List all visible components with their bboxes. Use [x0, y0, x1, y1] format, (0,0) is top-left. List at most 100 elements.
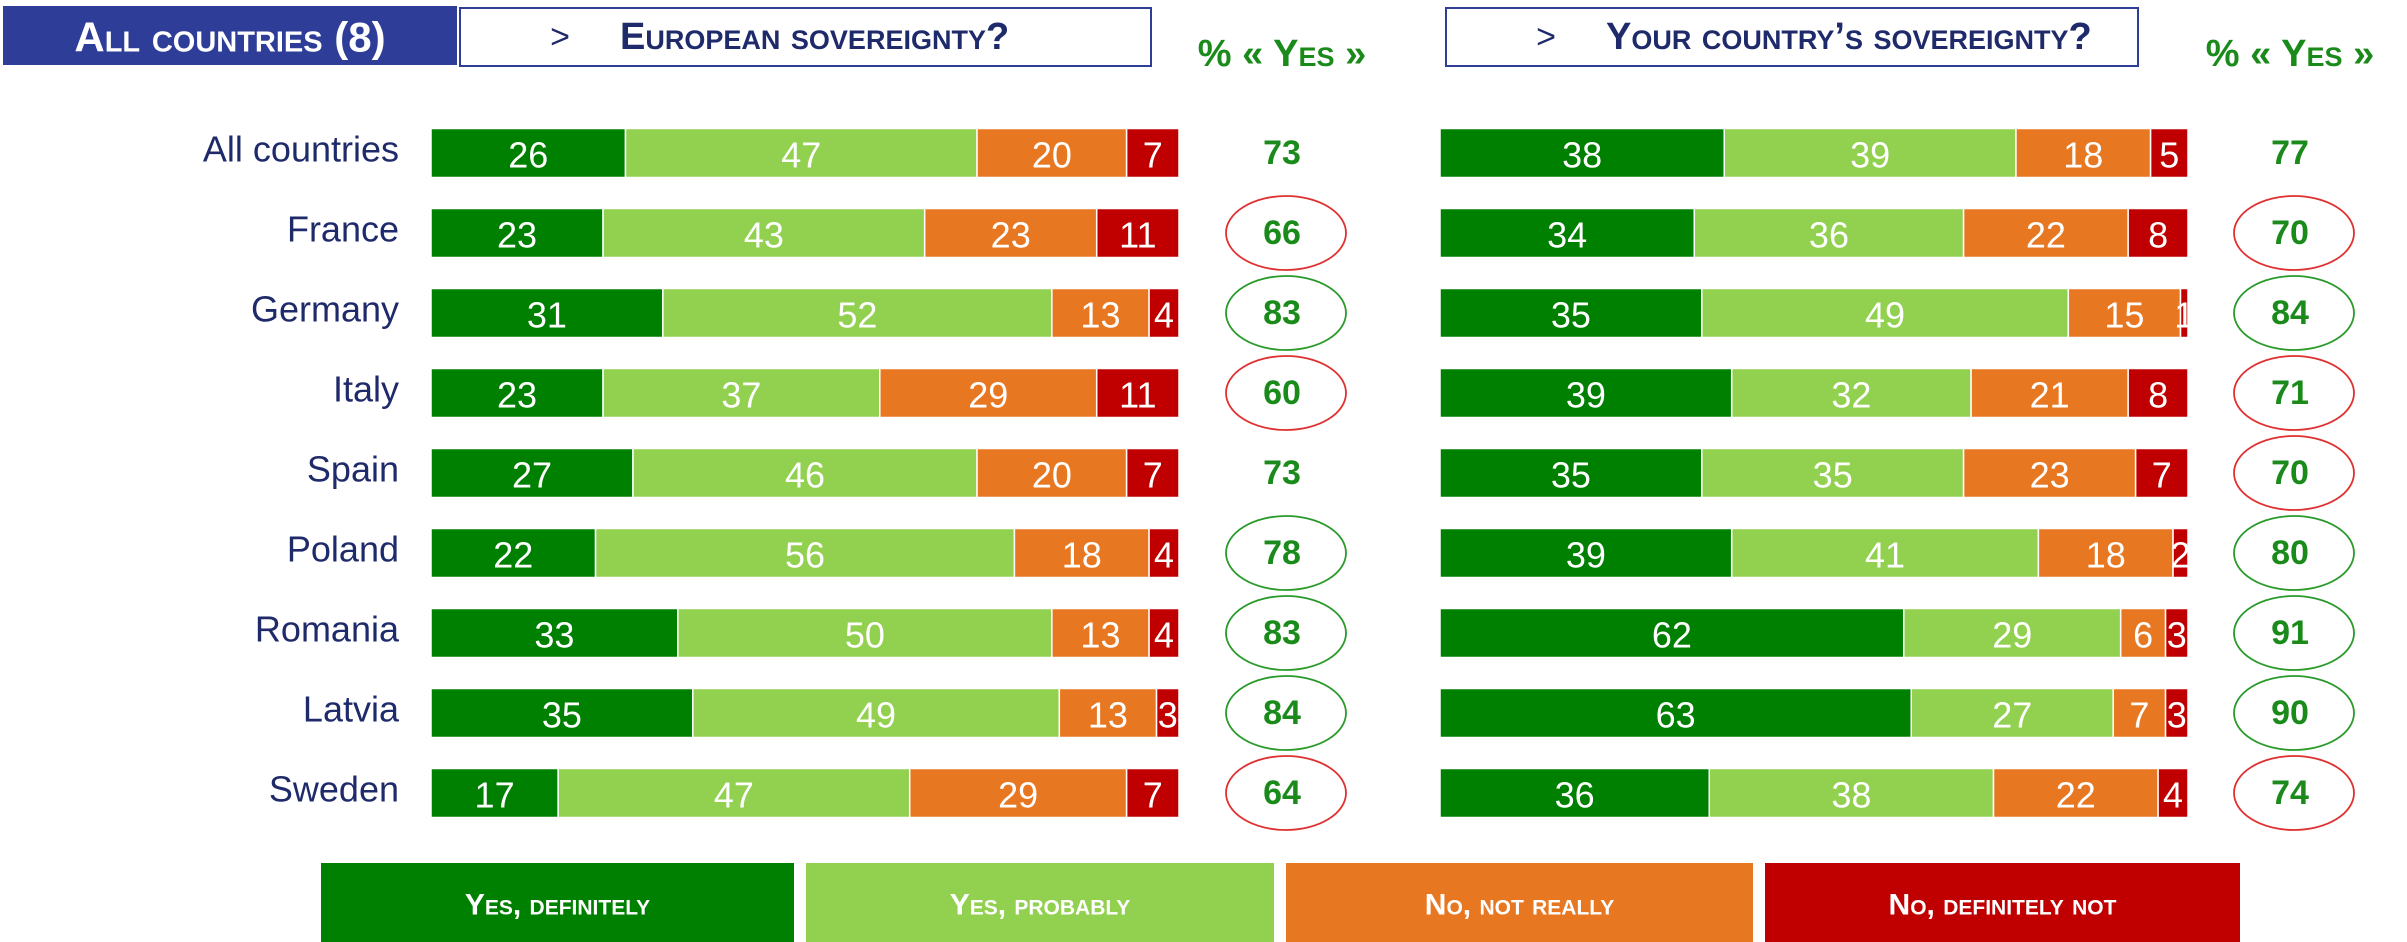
- bar-segment: [1701, 447, 1965, 499]
- legend-label: No, not really: [1425, 889, 1614, 922]
- total-value: 70: [2271, 214, 2309, 252]
- bar-label: 8: [2148, 375, 2168, 416]
- title-box: [459, 7, 1152, 67]
- bar-segment: [1051, 287, 1150, 339]
- total-label: % « Yes »: [2206, 33, 2374, 75]
- bar-label: 50: [845, 615, 885, 656]
- bar-label: 13: [1080, 615, 1120, 656]
- total-circle: [2233, 275, 2355, 351]
- legend-swatch: [1286, 863, 1753, 942]
- bar-label: 3: [2167, 615, 2187, 656]
- legend-swatch: [1765, 863, 2240, 942]
- bar-segment: [2134, 447, 2189, 499]
- bar-label: 52: [837, 295, 877, 336]
- bar-segment: [1903, 607, 2122, 659]
- bar-segment: [2179, 287, 2189, 339]
- bar-label: 18: [2086, 535, 2126, 576]
- total-value: 78: [1263, 534, 1301, 572]
- total-value: 84: [1263, 694, 1301, 732]
- total-value: 90: [2271, 694, 2309, 732]
- total-value: 84: [2271, 294, 2309, 332]
- total-value: 74: [2271, 774, 2309, 812]
- bar-segment: [632, 447, 978, 499]
- bar-label: 36: [1555, 775, 1595, 816]
- title-box: [1445, 7, 2139, 67]
- bar-label: 56: [785, 535, 825, 576]
- bar-label: 26: [508, 135, 548, 176]
- bar-segment: [677, 607, 1053, 659]
- bar-segment: [2164, 607, 2189, 659]
- bar-segment: [1693, 207, 1965, 259]
- total-value: 64: [1263, 774, 1301, 812]
- bar-segment: [1723, 127, 2017, 179]
- total-value: 91: [2271, 614, 2309, 652]
- bar-label: 62: [1652, 615, 1692, 656]
- bar-segment: [1439, 607, 1905, 659]
- bar-label: 4: [1154, 295, 1174, 336]
- bar-segment: [2119, 607, 2167, 659]
- bar-segment: [602, 367, 881, 419]
- bar-segment: [2157, 767, 2189, 819]
- bar-label: 29: [968, 375, 1008, 416]
- bar-label: 41: [1865, 535, 1905, 576]
- bar-label: 31: [527, 295, 567, 336]
- bar-segment: [1439, 687, 1912, 739]
- bar-segment: [1962, 447, 2137, 499]
- bar-label: 4: [1154, 615, 1174, 656]
- total-value: 70: [2271, 454, 2309, 492]
- bar-segment: [1439, 287, 1703, 339]
- bar-segment: [1125, 447, 1180, 499]
- chart-title: Your country’s sovereignty?: [1606, 16, 2092, 58]
- bar-segment: [2037, 527, 2174, 579]
- bar-label: 35: [542, 695, 582, 736]
- bar-segment: [557, 767, 911, 819]
- bar-segment: [1730, 367, 1972, 419]
- bar-segment: [1095, 367, 1180, 419]
- bar-label: 39: [1566, 535, 1606, 576]
- bar-segment: [1439, 127, 1725, 179]
- bar-label: 43: [744, 215, 784, 256]
- total-value: 80: [2271, 534, 2309, 572]
- total-circle: [2233, 595, 2355, 671]
- category-label: Romania: [255, 609, 400, 650]
- bar-segment: [1439, 207, 1696, 259]
- bar-label: 6: [2133, 615, 2153, 656]
- category-label: All countries: [203, 129, 399, 170]
- bar-label: 22: [2026, 215, 2066, 256]
- bar-label: 21: [2030, 375, 2070, 416]
- bar-segment: [692, 687, 1061, 739]
- bar-segment: [1095, 207, 1180, 259]
- bar-segment: [1148, 287, 1180, 339]
- total-circle: [1225, 195, 1347, 271]
- bar-label: 1: [2174, 295, 2194, 336]
- total-circle: [2233, 515, 2355, 591]
- bar-label: 47: [781, 135, 821, 176]
- bar-label: 4: [1154, 535, 1174, 576]
- total-circle: [1225, 275, 1347, 351]
- total-value: 60: [1263, 374, 1301, 412]
- bar-label: 22: [493, 535, 533, 576]
- title-bullet: >: [1536, 18, 1556, 56]
- category-label: Latvia: [303, 689, 400, 730]
- bar-label: 35: [1551, 295, 1591, 336]
- bar-label: 3: [2167, 695, 2187, 736]
- bar-segment: [430, 687, 694, 739]
- total-circle: [2233, 195, 2355, 271]
- header-title: All countries (8): [74, 14, 385, 61]
- chart-title: European sovereignty?: [620, 16, 1009, 58]
- bar-label: 29: [1992, 615, 2032, 656]
- bar-label: 7: [1143, 135, 1163, 176]
- bar-label: 13: [1080, 295, 1120, 336]
- bar-segment: [594, 527, 1016, 579]
- bar-segment: [2149, 127, 2189, 179]
- bar-label: 5: [2159, 135, 2179, 176]
- bar-segment: [1125, 127, 1180, 179]
- total-value: 77: [2271, 134, 2309, 172]
- bar-label: 37: [721, 375, 761, 416]
- bar-segment: [1708, 767, 1995, 819]
- bar-label: 2: [2171, 535, 2191, 576]
- bar-segment: [1155, 687, 1180, 739]
- bar-label: 11: [1119, 375, 1156, 416]
